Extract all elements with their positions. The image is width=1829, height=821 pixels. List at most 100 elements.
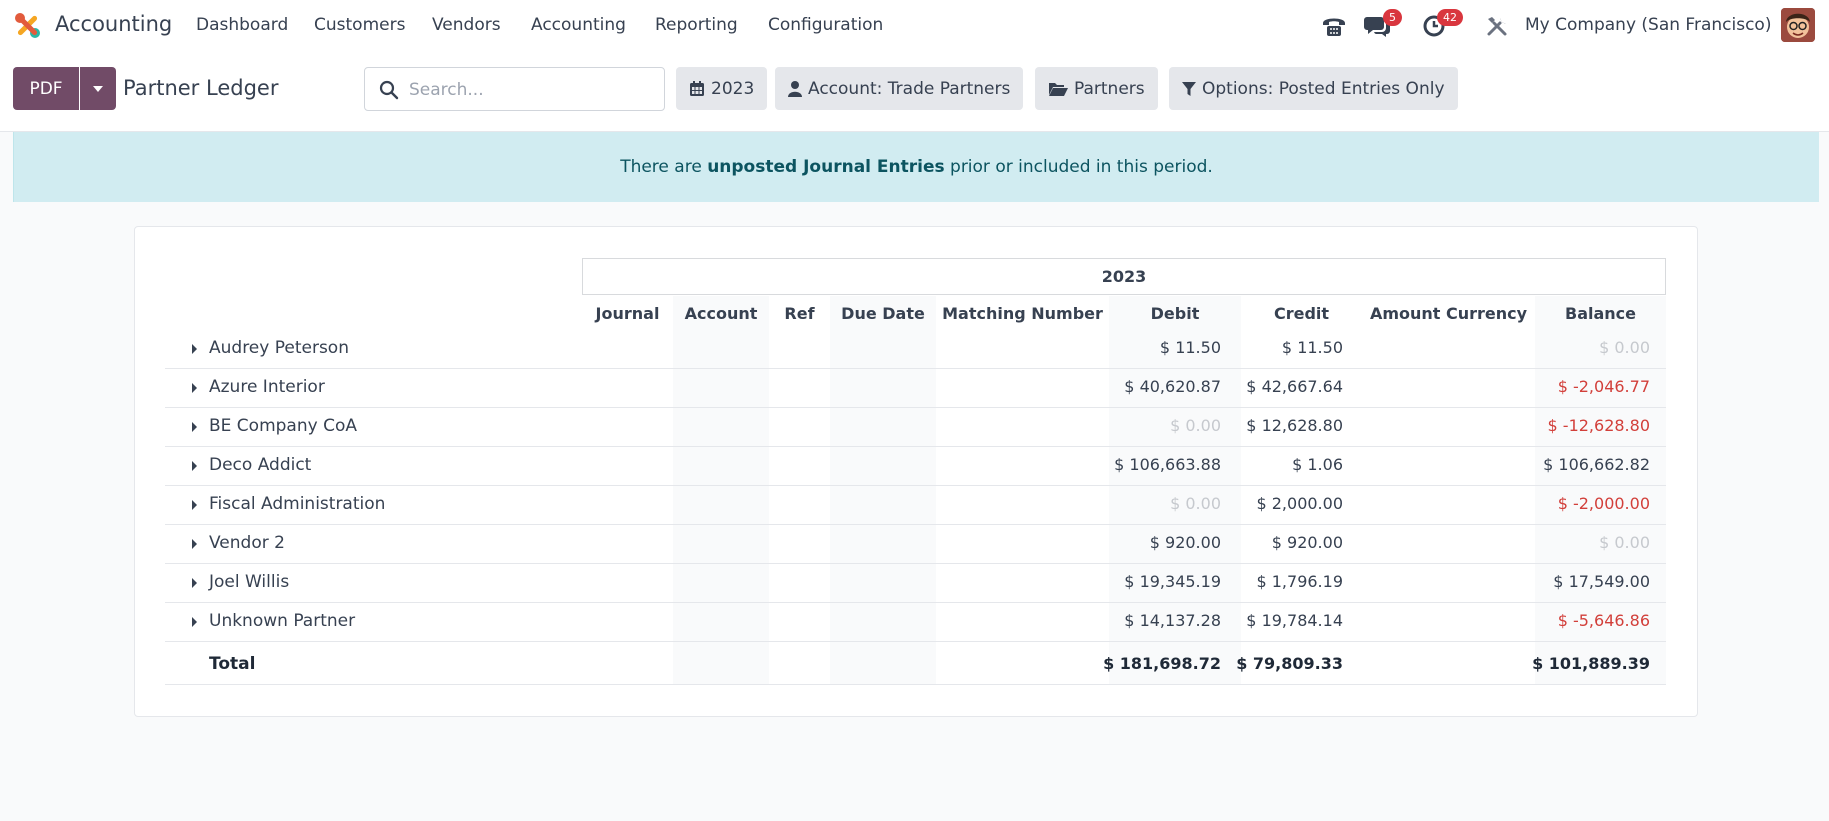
col-matching-number[interactable]: Matching Number bbox=[942, 304, 1103, 323]
col-due-date[interactable]: Due Date bbox=[841, 304, 925, 323]
partner-row[interactable]: Unknown Partner $ 14,137.28 $ 19,784.14 $ -… bbox=[165, 603, 1666, 642]
caret-right-icon[interactable] bbox=[192, 461, 197, 471]
partner-row[interactable]: Audrey Peterson $ 11.50 $ 11.50 $ 0.00 bbox=[165, 330, 1666, 369]
user-icon bbox=[788, 81, 802, 97]
calendar-icon bbox=[690, 81, 704, 96]
partner-row[interactable]: Vendor 2 $ 920.00 $ 920.00 $ 0.00 bbox=[165, 525, 1666, 564]
activities-clock-icon[interactable] bbox=[1423, 15, 1445, 37]
partner-name[interactable]: Unknown Partner bbox=[209, 611, 356, 631]
messages-badge: 5 bbox=[1383, 9, 1402, 26]
caret-down-icon bbox=[93, 85, 103, 92]
debit-cell: $ 106,663.88 bbox=[1114, 455, 1221, 474]
control-panel: PDF Partner Ledger 2023 Account: Trade P… bbox=[0, 52, 1829, 132]
total-balance: $ 101,889.39 bbox=[1532, 654, 1650, 673]
partners-filter-label: Partners bbox=[1074, 78, 1145, 99]
debug-tools-icon[interactable] bbox=[1486, 15, 1508, 37]
messages-icon[interactable] bbox=[1364, 15, 1390, 37]
partner-row[interactable]: Azure Interior $ 40,620.87 $ 42,667.64 $ -2… bbox=[165, 369, 1666, 408]
search-box[interactable] bbox=[364, 67, 665, 111]
partner-row[interactable]: Deco Addict $ 106,663.88 $ 1.06 $ 106,662.8… bbox=[165, 447, 1666, 486]
folder-open-icon bbox=[1049, 82, 1068, 96]
phone-icon[interactable] bbox=[1321, 14, 1347, 38]
partner-name[interactable]: Vendor 2 bbox=[209, 533, 285, 553]
col-debit[interactable]: Debit bbox=[1150, 304, 1200, 323]
activities-badge: 42 bbox=[1437, 9, 1463, 26]
user-avatar-image bbox=[1781, 8, 1815, 42]
debit-column-shade bbox=[1109, 296, 1241, 685]
period-header: 2023 bbox=[582, 258, 1666, 295]
account-column-shade bbox=[673, 296, 769, 685]
credit-cell: $ 12,628.80 bbox=[1246, 416, 1343, 435]
account-filter-label: Account: Trade Partners bbox=[808, 78, 1011, 99]
partner-name[interactable]: Audrey Peterson bbox=[209, 338, 349, 358]
caret-right-icon[interactable] bbox=[192, 500, 197, 510]
partner-name[interactable]: Azure Interior bbox=[209, 377, 325, 397]
top-navbar: Accounting Dashboard Customers Vendors A… bbox=[0, 0, 1829, 52]
col-credit[interactable]: Credit bbox=[1273, 304, 1330, 323]
partner-row[interactable]: Joel Willis $ 19,345.19 $ 1,796.19 $ 17,549… bbox=[165, 564, 1666, 603]
menu-vendors[interactable]: Vendors bbox=[432, 15, 501, 35]
col-ref[interactable]: Ref bbox=[784, 304, 815, 323]
menu-accounting[interactable]: Accounting bbox=[531, 15, 626, 35]
search-input[interactable] bbox=[409, 78, 649, 102]
credit-cell: $ 920.00 bbox=[1271, 533, 1343, 552]
partner-name[interactable]: Deco Addict bbox=[209, 455, 312, 475]
debit-cell: $ 920.00 bbox=[1149, 533, 1221, 552]
caret-right-icon[interactable] bbox=[192, 578, 197, 588]
unposted-entries-alert: There are unposted Journal Entries prior… bbox=[13, 132, 1819, 202]
page-title: Partner Ledger bbox=[123, 76, 279, 100]
total-label: Total bbox=[209, 654, 256, 674]
menu-customers[interactable]: Customers bbox=[314, 15, 406, 35]
menu-configuration[interactable]: Configuration bbox=[768, 15, 884, 35]
date-filter-button[interactable]: 2023 bbox=[676, 67, 768, 110]
balance-cell: $ 0.00 bbox=[1599, 338, 1650, 357]
debit-cell: $ 0.00 bbox=[1170, 494, 1221, 513]
caret-right-icon[interactable] bbox=[192, 539, 197, 549]
partner-name[interactable]: Fiscal Administration bbox=[209, 494, 386, 514]
app-name[interactable]: Accounting bbox=[55, 12, 173, 36]
debit-cell: $ 14,137.28 bbox=[1124, 611, 1221, 630]
col-amount-currency[interactable]: Amount Currency bbox=[1369, 304, 1528, 323]
partner-row[interactable]: Fiscal Administration $ 0.00 $ 2,000.00 $ -… bbox=[165, 486, 1666, 525]
pdf-dropdown-toggle[interactable] bbox=[80, 67, 116, 110]
options-filter-button[interactable]: Options: Posted Entries Only bbox=[1169, 67, 1458, 110]
pdf-button[interactable]: PDF bbox=[13, 67, 79, 110]
balance-cell: $ -12,628.80 bbox=[1547, 416, 1650, 435]
caret-right-icon[interactable] bbox=[192, 383, 197, 393]
balance-cell: $ -5,646.86 bbox=[1557, 611, 1650, 630]
col-balance[interactable]: Balance bbox=[1565, 304, 1636, 323]
partners-filter-button[interactable]: Partners bbox=[1035, 67, 1158, 110]
account-filter-button[interactable]: Account: Trade Partners bbox=[775, 67, 1024, 110]
company-switcher[interactable]: My Company (San Francisco) bbox=[1525, 15, 1772, 35]
accounting-app-icon[interactable] bbox=[13, 11, 42, 40]
col-journal[interactable]: Journal bbox=[595, 304, 660, 323]
debit-cell: $ 0.00 bbox=[1170, 416, 1221, 435]
debit-cell: $ 19,345.19 bbox=[1124, 572, 1221, 591]
options-filter-label: Options: Posted Entries Only bbox=[1202, 78, 1445, 99]
credit-cell: $ 1,796.19 bbox=[1256, 572, 1343, 591]
total-credit: $ 79,809.33 bbox=[1236, 654, 1343, 673]
due-date-column-shade bbox=[830, 296, 936, 685]
balance-cell: $ 17,549.00 bbox=[1553, 572, 1650, 591]
search-icon bbox=[379, 80, 399, 100]
caret-right-icon[interactable] bbox=[192, 617, 197, 627]
partner-row[interactable]: BE Company CoA $ 0.00 $ 12,628.80 $ -12,628… bbox=[165, 408, 1666, 447]
caret-right-icon[interactable] bbox=[192, 344, 197, 354]
balance-cell: $ 106,662.82 bbox=[1543, 455, 1650, 474]
balance-cell: $ 0.00 bbox=[1599, 533, 1650, 552]
user-avatar[interactable] bbox=[1781, 8, 1815, 42]
date-filter-label: 2023 bbox=[711, 78, 755, 99]
credit-cell: $ 42,667.64 bbox=[1246, 377, 1343, 396]
balance-cell: $ -2,046.77 bbox=[1557, 377, 1650, 396]
partner-name[interactable]: BE Company CoA bbox=[209, 416, 357, 436]
partner-name[interactable]: Joel Willis bbox=[209, 572, 290, 592]
alert-text-suffix: prior or included in this period. bbox=[944, 157, 1213, 177]
credit-cell: $ 2,000.00 bbox=[1256, 494, 1343, 513]
caret-right-icon[interactable] bbox=[192, 422, 197, 432]
credit-cell: $ 1.06 bbox=[1292, 455, 1343, 474]
col-account[interactable]: Account bbox=[684, 304, 758, 323]
unposted-entries-link[interactable]: unposted Journal Entries bbox=[707, 157, 945, 177]
debit-cell: $ 40,620.87 bbox=[1124, 377, 1221, 396]
menu-dashboard[interactable]: Dashboard bbox=[196, 15, 289, 35]
menu-reporting[interactable]: Reporting bbox=[655, 15, 738, 35]
